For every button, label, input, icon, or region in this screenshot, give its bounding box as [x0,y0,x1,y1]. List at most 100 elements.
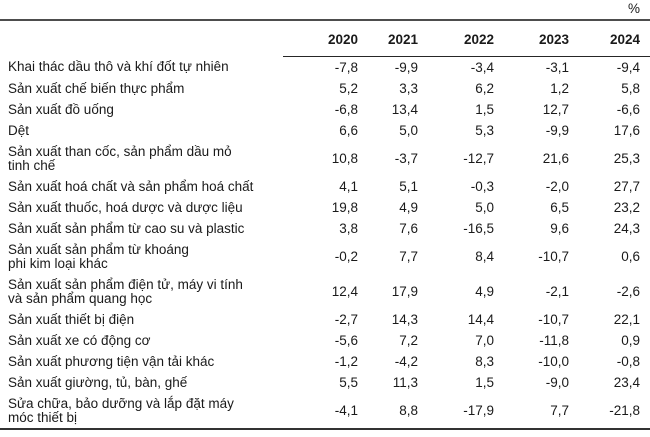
row-value: 1,5 [475,101,494,117]
row-label: Sản xuất sản phẩm điện tử, máy vi tính v… [8,276,243,306]
row-value: -16,5 [463,220,494,236]
row-value: -0,8 [616,353,640,369]
row-value: -3,7 [394,150,418,166]
row-value: 19,8 [331,199,358,215]
row-value: 7,2 [399,332,418,348]
row-value: -3,4 [470,59,494,75]
table-row: Sản xuất giường, tủ, bàn, ghế 5,5 11,3 1… [0,372,650,393]
table-row: Sản xuất xe có động cơ -5,6 7,2 7,0 -11,… [0,330,650,351]
row-value: 7,7 [399,248,418,264]
row-value: 5,0 [399,122,418,138]
row-value: 5,5 [339,374,358,390]
row-value: 3,3 [399,80,418,96]
row-value: 6,2 [475,80,494,96]
row-value: -6,6 [616,101,640,117]
row-value: -10,7 [538,311,569,327]
row-value: -9,9 [394,59,418,75]
row-value: -2,1 [545,283,569,299]
table-header: 2020 2021 2022 2023 2024 [0,21,650,57]
table-row: Khai thác dầu thô và khí đốt tự nhiên -7… [0,57,650,79]
year-column-header: 2021 [358,21,418,57]
row-value: 11,3 [392,374,418,390]
table-row: Sản xuất chế biến thực phẩm 5,2 3,3 6,2 … [0,78,650,99]
row-value: -3,1 [545,59,569,75]
row-value: 5,2 [339,80,358,96]
year-column-header: 2023 [494,21,569,57]
row-value: -11,8 [539,332,569,348]
row-value: -4,2 [394,353,418,369]
row-value: 14,4 [467,311,494,327]
year-column-header: 2020 [283,21,358,57]
table-row: Sản xuất sản phẩm điện tử, máy vi tính v… [0,274,650,309]
table-row: Sản xuất sản phẩm từ cao su và plastic 3… [0,218,650,239]
row-value: 7,0 [475,332,494,348]
row-value: 17,6 [613,122,640,138]
row-value: 1,5 [475,374,494,390]
table-row: Sản xuất phương tiện vận tải khác -1,2 -… [0,351,650,372]
row-label: Sản xuất sản phẩm từ khoáng phi kim loại… [8,241,189,271]
unit-row: % [0,0,650,21]
row-value: -2,0 [545,178,569,194]
table-body: Khai thác dầu thô và khí đốt tự nhiên -7… [0,57,650,430]
row-value: -12,7 [463,150,494,166]
table-row: Sản xuất đồ uống -6,8 13,4 1,5 12,7 -6,6 [0,99,650,120]
row-value: -6,8 [334,101,358,117]
row-label: Sản xuất thuốc, hoá dược và dược liệu [8,199,243,215]
row-label: Khai thác dầu thô và khí đốt tự nhiên [8,59,229,75]
row-value: 23,4 [613,374,640,390]
row-value: 14,3 [391,311,418,327]
row-value: 0,9 [621,332,640,348]
row-value: 10,8 [331,150,358,166]
row-value: 21,6 [542,150,569,166]
industrial-index-table: 2020 2021 2022 2023 2024 Khai thác dầu t… [0,21,650,430]
row-value: -0,2 [334,248,358,264]
row-label: Sản xuất xe có động cơ [8,332,151,348]
table-row: Dệt 6,6 5,0 5,3 -9,9 17,6 [0,120,650,141]
row-label: Sản xuất giường, tủ, bàn, ghế [8,374,188,390]
row-value: 7,7 [550,402,569,418]
row-value: 8,8 [399,402,418,418]
row-value: -21,8 [609,402,640,418]
row-value: -7,8 [334,59,358,75]
row-value: 12,4 [331,283,358,299]
unit-label: % [627,1,640,16]
row-value: -10,0 [538,353,569,369]
row-value: -4,1 [334,402,358,418]
row-label: Sản xuất hoá chất và sản phẩm hoá chất [8,178,254,194]
row-label: Dệt [8,122,30,138]
row-value: 25,3 [613,150,640,166]
row-value: 13,4 [391,101,418,117]
row-value: -9,4 [616,59,640,75]
row-value: -1,2 [334,353,358,369]
row-label: Sửa chữa, bảo dưỡng và lắp đặt máy móc t… [8,395,234,425]
row-value: 5,0 [475,199,494,215]
row-value: 3,8 [339,220,358,236]
table-row: Sản xuất thiết bị điện -2,7 14,3 14,4 -1… [0,309,650,330]
row-label: Sản xuất phương tiện vận tải khác [8,353,215,369]
row-value: 17,9 [391,283,418,299]
row-value: 6,5 [550,199,569,215]
row-value: 5,8 [621,80,640,96]
table-row: Sửa chữa, bảo dưỡng và lắp đặt máy móc t… [0,393,650,429]
row-value: 9,6 [550,220,569,236]
table-row: Sản xuất hoá chất và sản phẩm hoá chất 4… [0,176,650,197]
row-value: 4,1 [339,178,358,194]
table-row: Sản xuất sản phẩm từ khoáng phi kim loại… [0,239,650,274]
year-column-header: 2024 [569,21,650,57]
row-value: 23,2 [613,199,640,215]
row-value: -10,7 [538,248,569,264]
row-value: -0,3 [470,178,494,194]
table-row: Sản xuất thuốc, hoá dược và dược liệu 19… [0,197,650,218]
row-value: 5,3 [475,122,494,138]
row-value: 22,1 [613,311,640,327]
row-value: 27,7 [613,178,640,194]
row-value: -2,7 [334,311,358,327]
table-row: Sản xuất than cốc, sản phẩm dầu mỏ tinh … [0,141,650,176]
row-value: 1,2 [550,80,569,96]
row-value: -5,6 [334,332,358,348]
row-label: Sản xuất than cốc, sản phẩm dầu mỏ tinh … [8,143,232,173]
row-value: 24,3 [613,220,640,236]
row-value: 8,4 [475,248,494,264]
row-value: 5,1 [399,178,418,194]
